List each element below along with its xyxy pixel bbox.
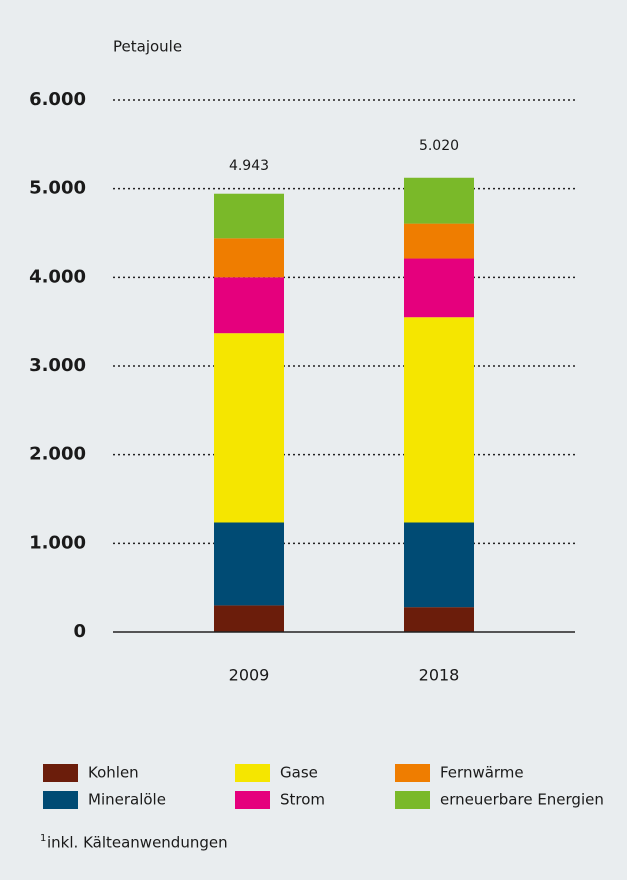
legend-swatch xyxy=(235,791,270,809)
y-tick-label: 3.000 xyxy=(29,355,86,376)
bar-segment xyxy=(214,522,284,606)
total-label: 5.020 xyxy=(419,138,459,154)
bar-segment xyxy=(404,258,474,318)
legend-swatch xyxy=(395,791,430,809)
legend-label: Gase xyxy=(280,764,318,782)
bar-segment xyxy=(404,177,474,224)
bar-segment xyxy=(404,522,474,608)
bar-segment xyxy=(214,277,284,334)
bar-segment xyxy=(404,223,474,259)
legend-label: Strom xyxy=(280,791,325,809)
y-tick-label: 6.000 xyxy=(29,89,86,110)
bar-segment xyxy=(214,333,284,523)
y-tick-label: 5.000 xyxy=(29,178,86,199)
legend-label: Mineralöle xyxy=(88,791,166,809)
y-axis-label: Petajoule xyxy=(113,38,182,56)
bar-segment xyxy=(404,317,474,523)
legend-label: Kohlen xyxy=(88,764,139,782)
bar-segment xyxy=(214,605,284,632)
bar-segment xyxy=(214,238,284,278)
y-tick-label: 2.000 xyxy=(29,444,86,465)
y-tick-label: 1.000 xyxy=(29,532,86,553)
x-tick-label: 2009 xyxy=(229,666,270,685)
y-tick-label: 4.000 xyxy=(29,266,86,287)
legend-swatch xyxy=(43,764,78,782)
legend-swatch xyxy=(43,791,78,809)
legend-label: Fernwärme xyxy=(440,764,524,782)
y-tick-label: 0 xyxy=(73,621,86,642)
legend-label: erneuerbare Energien xyxy=(440,791,604,809)
x-tick-label: 2018 xyxy=(419,666,460,685)
bar-segment xyxy=(214,193,284,239)
legend-swatch xyxy=(395,764,430,782)
legend-swatch xyxy=(235,764,270,782)
total-label: 4.943 xyxy=(229,158,269,174)
footnote-marker: 1 xyxy=(40,833,46,844)
footnote: inkl. Kälteanwendungen xyxy=(47,834,228,852)
bar-segment xyxy=(404,607,474,632)
